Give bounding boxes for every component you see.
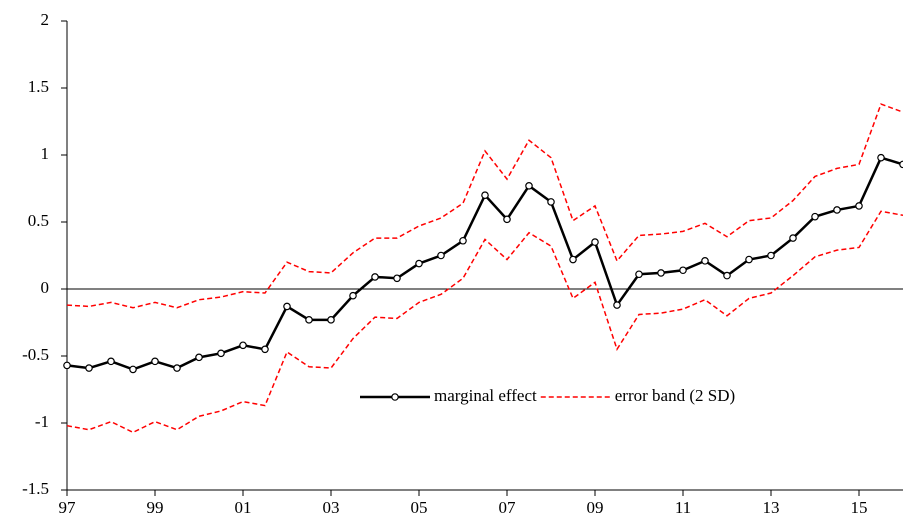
- x-tick-label: 15: [851, 498, 868, 517]
- point: [679, 266, 687, 275]
- x-tick-label: 05: [411, 498, 428, 517]
- y-tick-label: 1.5: [28, 77, 49, 96]
- point: [525, 182, 533, 190]
- point: [107, 357, 115, 366]
- x-tick-label: 09: [587, 498, 604, 517]
- band-upper-line: [66, 103, 903, 309]
- point: [635, 270, 643, 279]
- x-tick-label: 13: [763, 498, 780, 517]
- point: [305, 316, 313, 324]
- x-tick-label: 07: [499, 498, 517, 517]
- x-tick-label: 01: [235, 498, 252, 517]
- legend-marker: [391, 393, 399, 401]
- point: [789, 234, 797, 242]
- point: [415, 259, 423, 268]
- point: [547, 198, 555, 206]
- point: [129, 365, 137, 374]
- point: [85, 364, 93, 372]
- point: [173, 364, 181, 372]
- x-tick-label: 11: [675, 498, 691, 517]
- point: [723, 271, 731, 280]
- y-tick-label: -1.5: [22, 479, 49, 498]
- y-tick-label: -0.5: [22, 345, 49, 364]
- point: [239, 341, 247, 350]
- point: [217, 349, 225, 358]
- x-tick-label: 03: [323, 498, 340, 517]
- x-tick-label: 99: [147, 498, 164, 517]
- y-tick-label: 2: [41, 10, 50, 29]
- x-tick-label: 97: [59, 498, 77, 517]
- series-line: [66, 156, 903, 371]
- y-tick-label: 0: [41, 278, 50, 297]
- point: [833, 206, 841, 214]
- point: [657, 269, 665, 277]
- point: [613, 301, 621, 309]
- point: [437, 251, 445, 260]
- point: [195, 353, 203, 362]
- point: [877, 153, 885, 162]
- y-tick-label: 1: [41, 144, 50, 163]
- point: [811, 212, 819, 221]
- point: [349, 291, 357, 300]
- point: [261, 345, 269, 354]
- point: [701, 257, 709, 265]
- band-lower-line: [66, 210, 903, 434]
- point: [327, 316, 335, 324]
- point: [371, 273, 379, 281]
- legend-label: marginal effect: [434, 386, 537, 405]
- y-tick-label: -1: [35, 412, 49, 431]
- point: [481, 191, 489, 200]
- point: [855, 202, 863, 210]
- legend-label: error band (2 SD): [615, 386, 735, 405]
- point: [283, 302, 291, 311]
- point: [591, 238, 599, 246]
- point: [569, 255, 577, 264]
- point: [767, 251, 775, 260]
- point: [393, 274, 401, 283]
- point: [459, 236, 467, 245]
- point: [745, 255, 753, 264]
- point: [503, 215, 511, 224]
- point: [63, 361, 71, 370]
- point: [151, 357, 159, 366]
- y-tick-label: 0.5: [28, 211, 49, 230]
